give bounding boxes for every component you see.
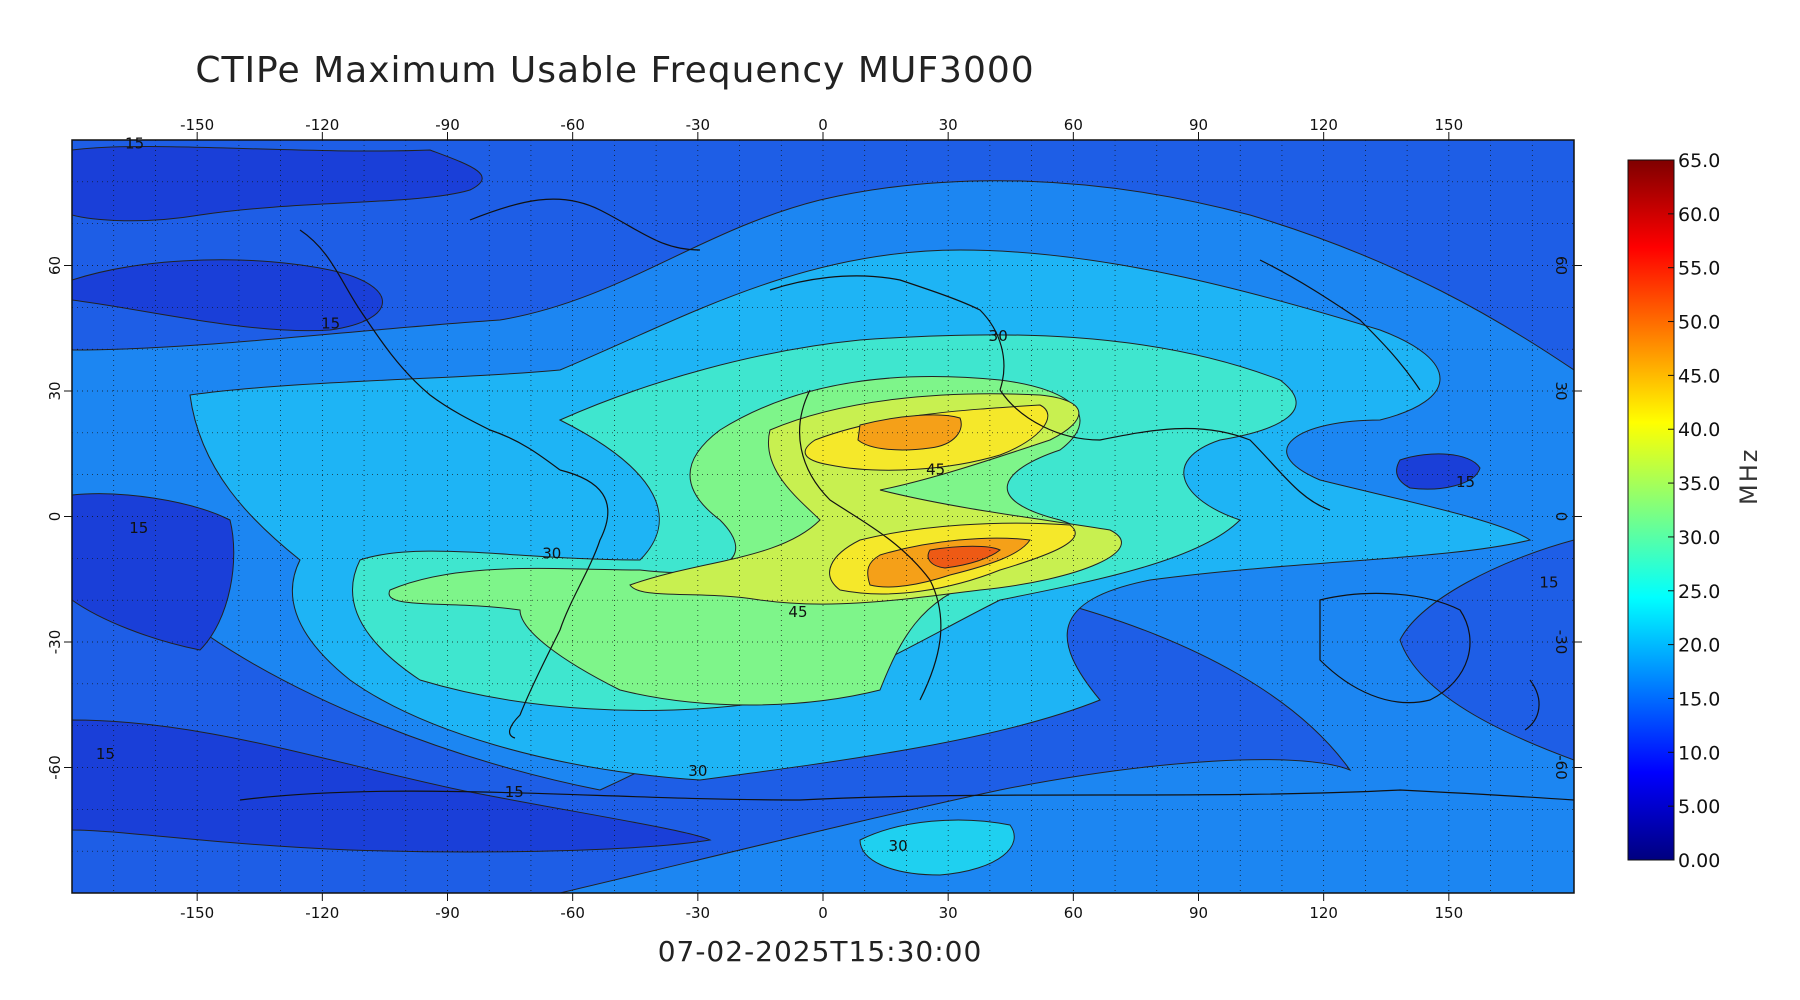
lon-ticks-bottom: -150 -120 -90 -60 -30 0 30 60 90 120 150 [180,893,1463,922]
lon-tick-label-top: 150 [1435,116,1464,134]
low-region-south [72,719,712,853]
lon-tick-label-bottom: 30 [939,904,958,922]
antarctic-patch [859,819,1015,876]
graticule [72,140,1574,893]
lon-tick-label-bottom: -120 [305,904,339,922]
timestamp: 07-02-2025T15:30:00 [657,935,983,968]
colorbar-tick-label: 55.0 [1678,258,1720,280]
contour-labels: 15 15 15 15 15 15 15 30 30 30 30 45 45 [96,134,1559,855]
lon-tick-label-top: -30 [686,116,711,134]
lon-tick-label-top: 60 [1064,116,1083,134]
lat-tick-label-left: 0 [46,512,64,522]
lon-tick-label-top: 120 [1309,116,1338,134]
lon-tick-label-top: -120 [305,116,339,134]
colorbar-tick-label: 65.0 [1678,150,1720,172]
lat-tick-label-right: -30 [1552,630,1570,655]
lat-tick-label-right: 60 [1552,256,1570,275]
lon-tick-label-bottom: 90 [1189,904,1208,922]
contour-label: 15 [129,519,148,537]
contour-label: 30 [542,544,561,562]
colorbar: 0.00 5.00 10.0 15.0 20.0 25.0 30.0 35.0 40.0 45.0… [1627,150,1720,872]
lat-tick-label-right: 0 [1552,512,1570,522]
colorbar-tick-label: 30.0 [1678,527,1720,549]
low-region-north-pacific [72,145,483,222]
contour-label: 45 [926,461,945,479]
low-region-alaska [72,259,383,332]
colorbar-ticks: 0.00 5.00 10.0 15.0 20.0 25.0 30.0 35.0 40.0 45.0… [1668,150,1720,872]
map-title: CTIPe Maximum Usable Frequency MUF3000 [195,50,1035,91]
lon-tick-label-bottom: -150 [180,904,214,922]
lon-tick-label-top: -60 [560,116,585,134]
contour-label: 15 [96,745,115,763]
lon-tick-label-bottom: 0 [818,904,828,922]
colorbar-tick-label: 45.0 [1678,365,1720,387]
colorbar-tick-label: 60.0 [1678,204,1720,226]
colorbar-unit-label: MHz [1735,447,1763,505]
lat-ticks-right: 60 30 0 -30 -60 [1552,256,1582,780]
colorbar-tick-label: 35.0 [1678,473,1720,495]
lon-tick-label-bottom: 120 [1309,904,1338,922]
contour-label: 30 [989,327,1008,345]
contour-label: 15 [321,314,340,332]
contour-label: 15 [505,783,524,801]
lon-tick-label-bottom: -60 [560,904,585,922]
lat-ticks-left: 60 30 0 -30 -60 [46,256,72,780]
lon-tick-label-top: -150 [180,116,214,134]
lon-tick-label-top: 90 [1189,116,1208,134]
lat-tick-label-right: 30 [1552,381,1570,400]
colorbar-tick-label: 10.0 [1678,742,1720,764]
lat-tick-label-right: -60 [1552,755,1570,780]
colorbar-tick-label: 15.0 [1678,688,1720,710]
colorbar-tick-label: 20.0 [1678,635,1720,657]
colorbar-gradient [1627,159,1675,861]
coastlines [239,198,1574,801]
lat-tick-label-left: -60 [46,755,64,780]
contour-label: 15 [1456,473,1475,491]
contour-label: 30 [889,837,908,855]
colorbar-tick-label: 40.0 [1678,419,1720,441]
low-cell-west-pacific [1396,453,1481,490]
colorbar-tick-label: 0.00 [1678,850,1720,872]
lon-tick-label-top: -90 [435,116,460,134]
lon-tick-label-bottom: -30 [686,904,711,922]
lat-tick-label-left: 60 [46,256,64,275]
band-peak [857,414,1031,588]
lon-tick-label-top: 30 [939,116,958,134]
lon-tick-label-top: 0 [818,116,828,134]
colorbar-tick-label: 50.0 [1678,312,1720,334]
colorbar-tick-label: 25.0 [1678,581,1720,603]
low-cell-east-pacific [72,493,235,651]
lon-tick-label-bottom: 60 [1064,904,1083,922]
lon-tick-label-bottom: -90 [435,904,460,922]
contour-label: 30 [688,762,707,780]
lat-tick-label-left: 30 [46,381,64,400]
contour-label: 15 [125,134,144,152]
lon-ticks-top: -150 -120 -90 -60 -30 0 30 60 90 120 150 [180,116,1463,140]
lon-tick-label-bottom: 150 [1435,904,1464,922]
contour-label: 15 [1539,574,1558,592]
colorbar-tick-label: 5.00 [1678,796,1720,818]
lat-tick-label-left: -30 [46,630,64,655]
band-max [927,545,1001,569]
contour-label: 45 [788,603,807,621]
